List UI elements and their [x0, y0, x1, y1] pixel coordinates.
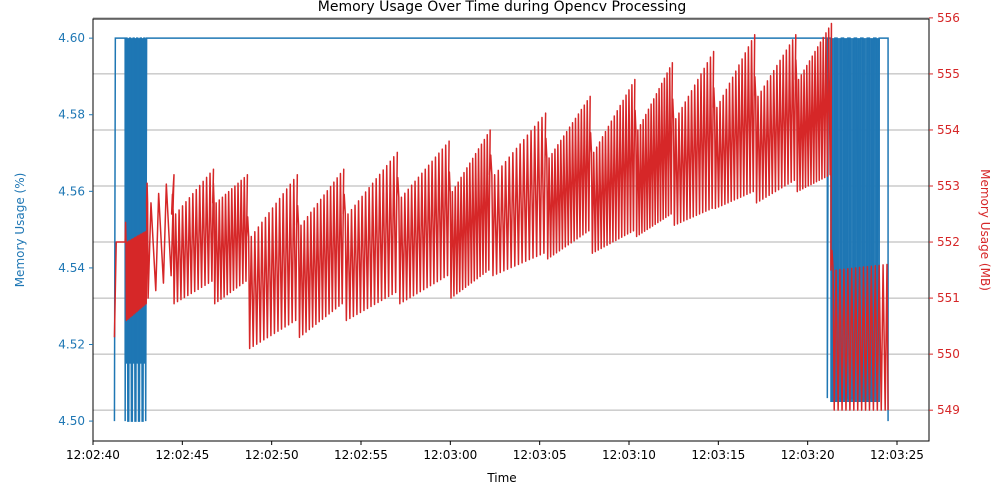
- x-tick-label: 12:03:05: [513, 448, 567, 462]
- chart-title: Memory Usage Over Time during Opencv Pro…: [318, 0, 687, 15]
- x-tick-label: 12:02:50: [245, 448, 299, 462]
- right-tick-label: 555: [937, 67, 960, 81]
- left-tick-label: 4.60: [58, 31, 85, 45]
- left-tick-label: 4.58: [58, 108, 85, 122]
- right-tick-label: 556: [937, 11, 960, 25]
- left-axis-title: Memory Usage (%): [13, 173, 27, 288]
- left-tick-label: 4.50: [58, 414, 85, 428]
- left-y-axis: 4.50 4.52 4.54 4.56 4.58 4.60: [58, 31, 93, 428]
- x-axis-title: Time: [486, 471, 516, 485]
- right-tick-label: 553: [937, 179, 960, 193]
- x-tick-label: 12:03:10: [602, 448, 656, 462]
- plot-frame: [92, 18, 930, 442]
- right-axis-title: Memory Usage (MB): [978, 169, 992, 291]
- right-tick-label: 550: [937, 347, 960, 361]
- x-tick-label: 12:03:25: [870, 448, 924, 462]
- left-tick-label: 4.52: [58, 337, 85, 351]
- right-tick-label: 552: [937, 235, 960, 249]
- right-tick-label: 551: [937, 291, 960, 305]
- right-y-axis: 549 550 551 552 553 554 555 556: [929, 11, 960, 417]
- x-tick-label: 12:02:55: [334, 448, 388, 462]
- right-series-layer: [113, 22, 889, 411]
- left-tick-label: 4.54: [58, 261, 85, 275]
- x-tick-label: 12:03:00: [423, 448, 477, 462]
- left-tick-label: 4.56: [58, 184, 85, 198]
- x-tick-label: 12:03:15: [691, 448, 745, 462]
- right-tick-label: 554: [937, 123, 960, 137]
- x-tick-label: 12:03:20: [781, 448, 835, 462]
- mb-series-line: [113, 22, 889, 411]
- x-tick-label: 12:02:45: [155, 448, 209, 462]
- right-tick-label: 549: [937, 403, 960, 417]
- x-axis: 12:02:40 12:02:45 12:02:50 12:02:55 12:03:00…: [66, 441, 924, 462]
- x-tick-label: 12:02:40: [66, 448, 120, 462]
